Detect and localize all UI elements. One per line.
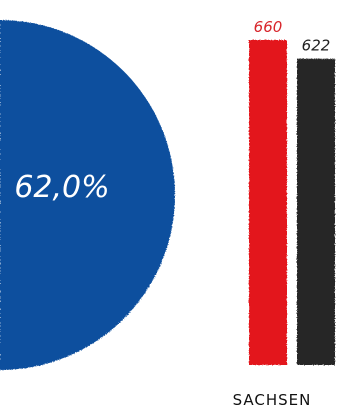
pie-slice-label: 62,0% <box>14 170 109 205</box>
bar-660 <box>249 40 287 365</box>
pie-chart: 62,0% <box>0 20 175 370</box>
pie-slice <box>0 20 175 370</box>
bar-value-label: 660 <box>254 18 283 36</box>
category-label: SACHSEN <box>233 391 312 409</box>
bar-value-label: 622 <box>302 37 331 55</box>
bar-622 <box>297 58 335 365</box>
bar-chart: 660 622 <box>249 18 335 365</box>
